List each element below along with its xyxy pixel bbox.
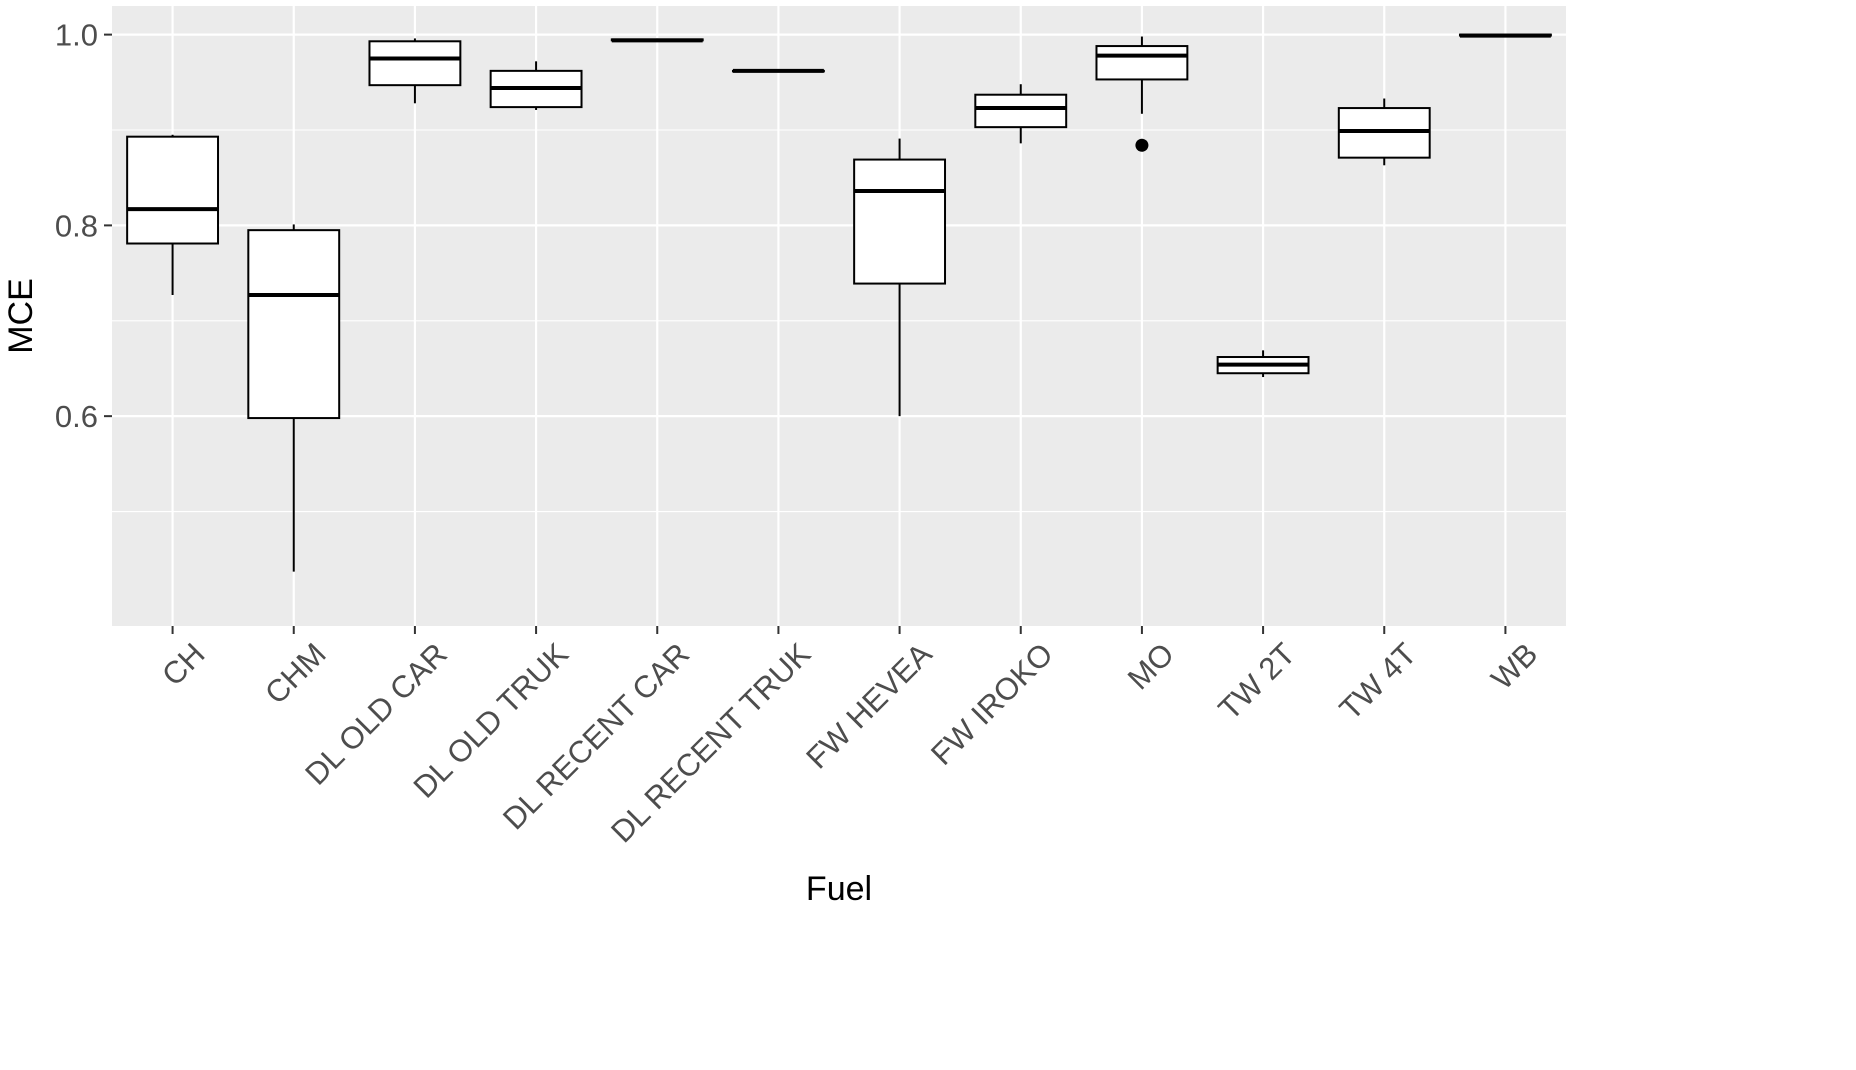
box-fw-hevea: [853, 138, 947, 417]
x-tick-label: TW 2T: [1212, 636, 1303, 727]
iqr-box: [853, 158, 947, 285]
box-dl-recent-car: [610, 38, 704, 43]
iqr-box: [974, 93, 1068, 129]
box-dl-old-truk: [489, 61, 583, 110]
box-tw-2t: [1216, 350, 1310, 378]
x-tick-label: TW 4T: [1333, 636, 1424, 727]
y-tick-label: 0.6: [55, 399, 98, 434]
box-mo: [1095, 36, 1189, 152]
y-tick-label: 0.8: [55, 208, 98, 243]
y-tick-label: 1.0: [55, 18, 98, 53]
y-axis: 0.6 0.8 1.0: [55, 18, 112, 434]
x-tick-label: WB: [1484, 636, 1544, 696]
x-tick-label: CHM: [258, 636, 333, 711]
x-tick-label: MO: [1121, 636, 1181, 696]
iqr-box: [368, 40, 462, 87]
box-fw-iroko: [974, 84, 1068, 144]
x-tick-label: CH: [155, 636, 211, 692]
plot-background: [112, 6, 1566, 626]
x-tick-label: FW IROKO: [924, 636, 1060, 772]
iqr-box: [247, 229, 341, 420]
x-tick-label: DL RECENT TRUK: [604, 636, 817, 849]
x-tick-label: FW HEVEA: [799, 636, 938, 775]
box-tw-4t: [1337, 98, 1431, 166]
box-dl-recent-truk: [731, 68, 825, 73]
outlier-point: [1135, 138, 1149, 152]
box-ch: [126, 134, 220, 296]
grid-lines: [112, 6, 1566, 626]
iqr-box: [126, 135, 220, 245]
box-dl-old-car: [368, 38, 462, 104]
box-series: [126, 33, 1552, 572]
x-axis-title: Fuel: [806, 870, 872, 908]
box-chm: [247, 224, 341, 572]
y-axis-title: MCE: [2, 278, 40, 354]
iqr-box: [1095, 45, 1189, 81]
box-wb: [1458, 33, 1552, 38]
